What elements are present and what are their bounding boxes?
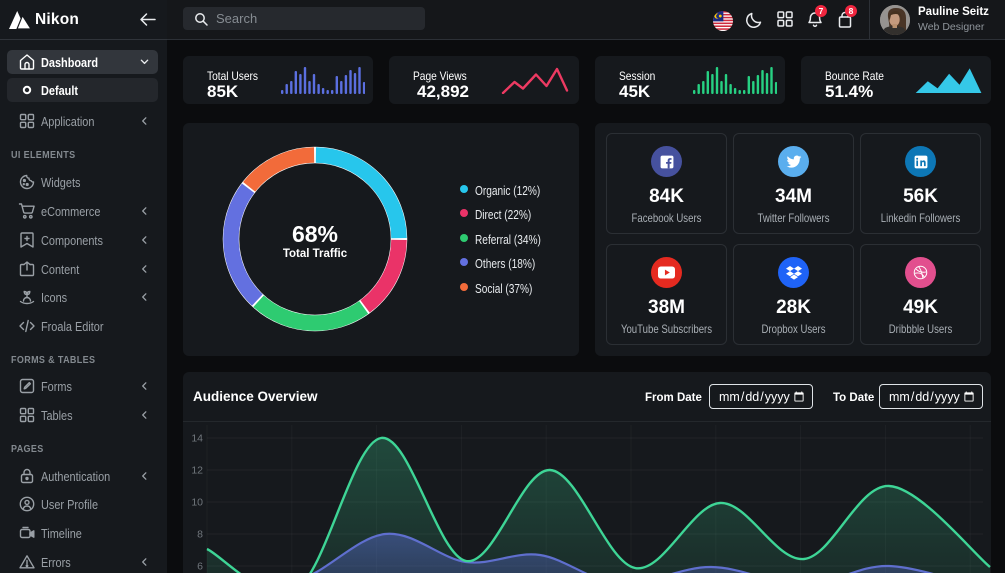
svg-text:8: 8 (197, 529, 203, 541)
svg-text:12: 12 (191, 465, 203, 477)
svg-text:14: 14 (191, 433, 203, 445)
svg-text:6: 6 (197, 561, 203, 573)
svg-text:10: 10 (191, 497, 203, 509)
